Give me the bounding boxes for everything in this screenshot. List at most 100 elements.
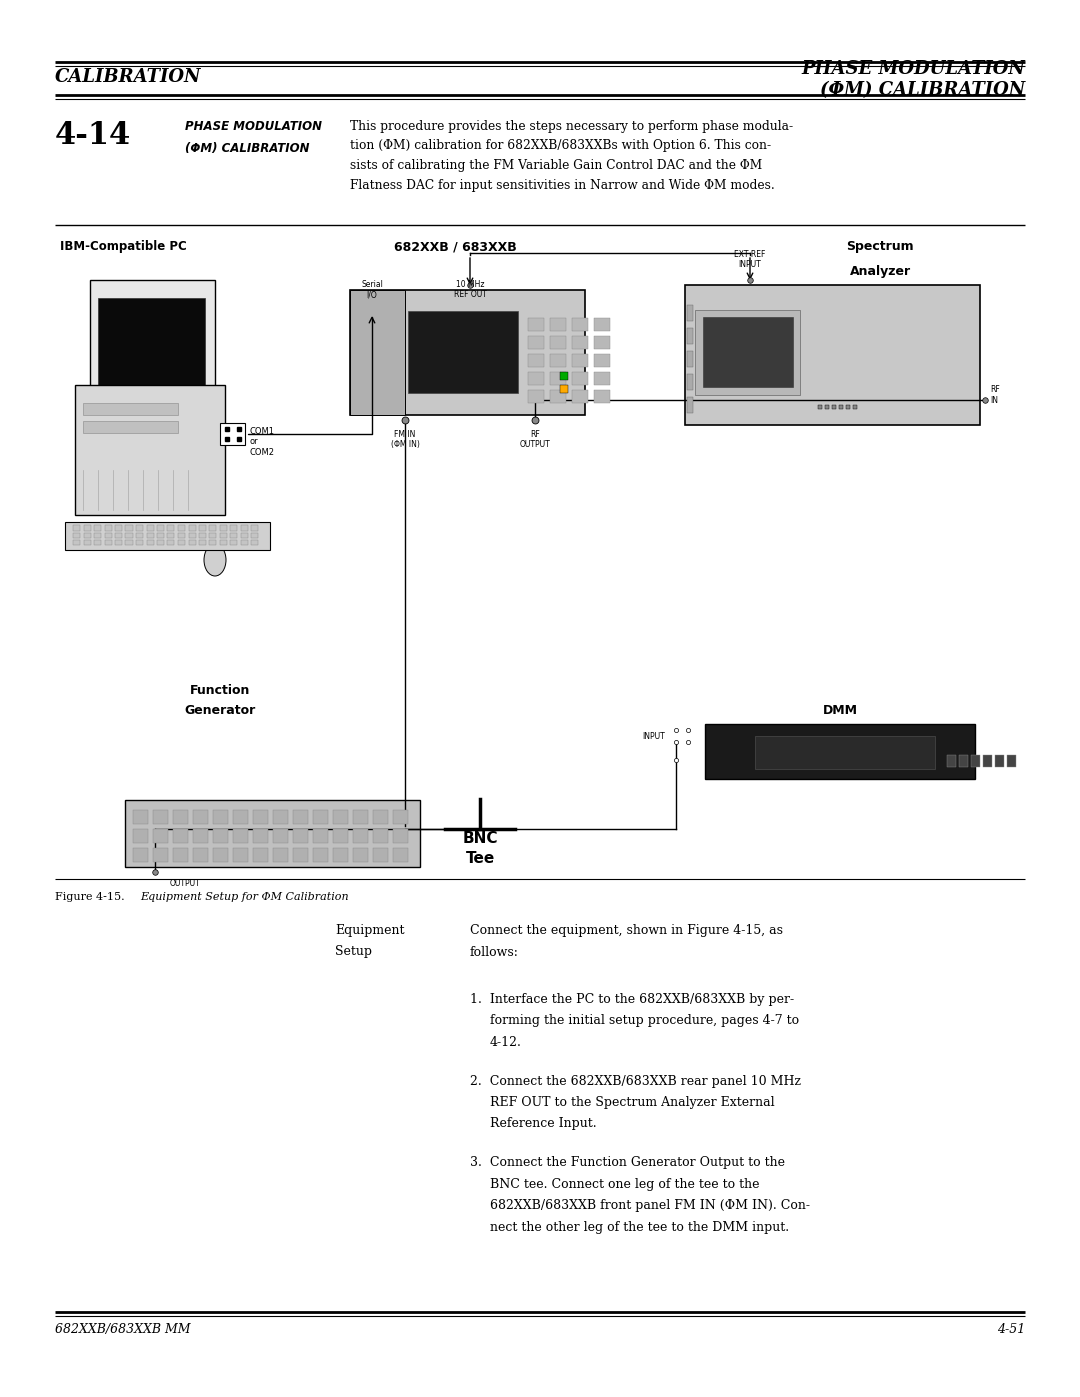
Bar (528, 390, 544, 402)
Bar (550, 390, 566, 402)
Text: forming the initial setup procedure, pages 4-7 to: forming the initial setup procedure, pag… (490, 1014, 799, 1027)
Bar (253, 828, 268, 842)
Text: EXT REF
INPUT: EXT REF INPUT (734, 250, 766, 270)
Bar (125, 800, 420, 868)
Bar (687, 328, 693, 344)
Bar (213, 848, 228, 862)
Bar (199, 532, 206, 538)
Bar (995, 754, 1004, 767)
Text: 2.  Connect the 682XXB/683XXB rear panel 10 MHz: 2. Connect the 682XXB/683XXB rear panel … (470, 1074, 801, 1087)
Bar (353, 828, 368, 842)
Bar (959, 754, 968, 767)
Bar (73, 532, 80, 538)
Text: COM1
or
COM2: COM1 or COM2 (249, 427, 275, 457)
Text: BNC: BNC (462, 831, 498, 847)
Bar (528, 372, 544, 386)
Bar (550, 319, 566, 331)
Bar (550, 353, 566, 367)
Bar (136, 539, 143, 545)
Text: CALIBRATION: CALIBRATION (55, 67, 202, 85)
Bar (83, 525, 91, 531)
Text: 682XXB / 683XXB: 682XXB / 683XXB (393, 240, 516, 253)
Bar (220, 532, 227, 538)
Text: INPUT: INPUT (643, 732, 665, 740)
Bar (561, 386, 568, 393)
Text: (ΦM) CALIBRATION: (ΦM) CALIBRATION (820, 81, 1025, 99)
Bar (373, 848, 388, 862)
Bar (687, 397, 693, 414)
Bar (353, 810, 368, 824)
Text: Connect the equipment, shown in Figure 4-15, as: Connect the equipment, shown in Figure 4… (470, 923, 783, 937)
Ellipse shape (541, 356, 569, 384)
Bar (189, 539, 195, 545)
Bar (75, 386, 225, 515)
Bar (233, 810, 248, 824)
Text: follows:: follows: (470, 946, 518, 958)
Bar (83, 532, 91, 538)
Text: IBM-Compatible PC: IBM-Compatible PC (60, 240, 187, 253)
Bar (178, 539, 185, 545)
Text: 10 MHz
REF OUT: 10 MHz REF OUT (454, 279, 486, 299)
Bar (313, 810, 328, 824)
Text: Equipment Setup for ΦM Calibration: Equipment Setup for ΦM Calibration (140, 893, 349, 902)
Bar (373, 810, 388, 824)
Bar (313, 848, 328, 862)
Bar (572, 372, 588, 386)
Bar (572, 390, 588, 402)
Bar (594, 337, 610, 349)
Bar (594, 372, 610, 386)
Bar (703, 317, 793, 387)
Bar (550, 372, 566, 386)
Bar (153, 848, 168, 862)
Text: PHASE MODULATION: PHASE MODULATION (801, 60, 1025, 77)
Bar (157, 532, 164, 538)
Ellipse shape (204, 543, 226, 576)
Text: Analyzer: Analyzer (850, 265, 910, 278)
Bar (705, 724, 975, 780)
Bar (157, 539, 164, 545)
Bar (133, 848, 148, 862)
Text: 682XXB/683XXB MM: 682XXB/683XXB MM (55, 1323, 190, 1336)
Bar (210, 539, 216, 545)
Bar (114, 525, 122, 531)
Bar (153, 810, 168, 824)
Bar (273, 848, 288, 862)
Bar (193, 828, 208, 842)
Bar (136, 525, 143, 531)
Text: sists of calibrating the FM Variable Gain Control DAC and the ΦM: sists of calibrating the FM Variable Gai… (350, 159, 762, 172)
Bar (105, 532, 111, 538)
Text: Spectrum: Spectrum (847, 240, 914, 253)
Bar (153, 828, 168, 842)
Text: tion (ΦM) calibration for 682XXB/683XXBs with Option 6. This con-: tion (ΦM) calibration for 682XXB/683XXBs… (350, 140, 771, 152)
Text: nect the other leg of the tee to the DMM input.: nect the other leg of the tee to the DMM… (490, 1221, 789, 1234)
Bar (252, 525, 258, 531)
Bar (114, 532, 122, 538)
Bar (241, 539, 248, 545)
Bar (173, 828, 188, 842)
Bar (333, 810, 348, 824)
Bar (178, 525, 185, 531)
Text: This procedure provides the steps necessary to perform phase modula-: This procedure provides the steps necess… (350, 120, 793, 133)
Ellipse shape (936, 321, 964, 349)
Bar (213, 828, 228, 842)
Bar (167, 525, 175, 531)
Bar (528, 319, 544, 331)
Text: 682XXB/683XXB front panel FM IN (ΦM IN). Con-: 682XXB/683XXB front panel FM IN (ΦM IN).… (490, 1199, 810, 1213)
Text: Tee: Tee (465, 851, 495, 866)
Bar (572, 353, 588, 367)
Text: PHASE MODULATION: PHASE MODULATION (185, 120, 322, 133)
Bar (73, 539, 80, 545)
Bar (94, 539, 102, 545)
Bar (983, 754, 993, 767)
Bar (687, 374, 693, 390)
Bar (687, 351, 693, 367)
Bar (561, 372, 568, 380)
Text: Function: Function (190, 685, 251, 697)
Bar (393, 810, 408, 824)
Bar (1007, 754, 1016, 767)
Bar (252, 539, 258, 545)
Text: Setup: Setup (335, 946, 372, 958)
Bar (125, 525, 133, 531)
Bar (350, 291, 585, 415)
Bar (98, 298, 205, 390)
